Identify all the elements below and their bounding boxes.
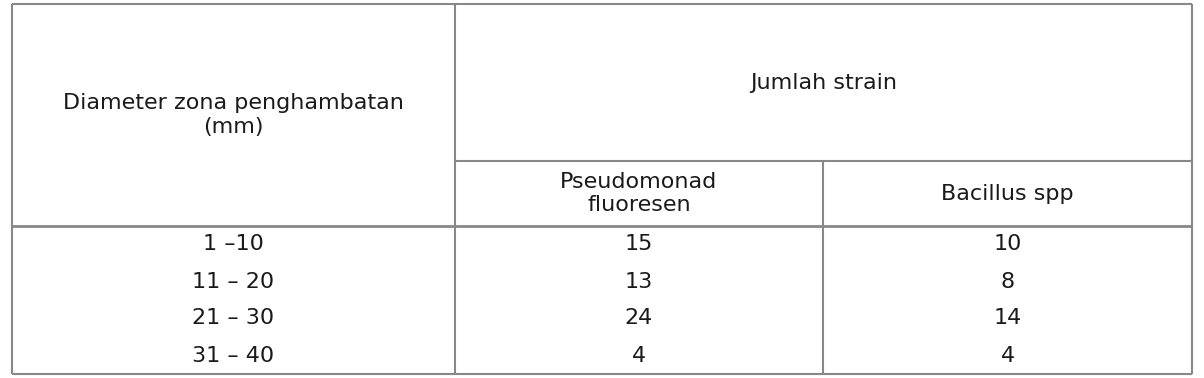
Text: 1 –10: 1 –10 <box>202 234 264 254</box>
Text: Pseudomonad
fluoresen: Pseudomonad fluoresen <box>560 172 718 215</box>
Text: 15: 15 <box>625 234 653 254</box>
Text: 4: 4 <box>632 345 645 366</box>
Text: 13: 13 <box>625 271 653 291</box>
Text: 8: 8 <box>1001 271 1015 291</box>
Text: Diameter zona penghambatan
(mm): Diameter zona penghambatan (mm) <box>63 93 403 136</box>
Text: 11 – 20: 11 – 20 <box>193 271 275 291</box>
Text: Jumlah strain: Jumlah strain <box>750 73 897 93</box>
Text: 31 – 40: 31 – 40 <box>193 345 275 366</box>
Text: 24: 24 <box>625 308 653 328</box>
Text: 21 – 30: 21 – 30 <box>193 308 275 328</box>
Text: Bacillus spp: Bacillus spp <box>942 184 1074 204</box>
Text: 14: 14 <box>993 308 1022 328</box>
Text: 10: 10 <box>993 234 1022 254</box>
Text: 4: 4 <box>1001 345 1015 366</box>
